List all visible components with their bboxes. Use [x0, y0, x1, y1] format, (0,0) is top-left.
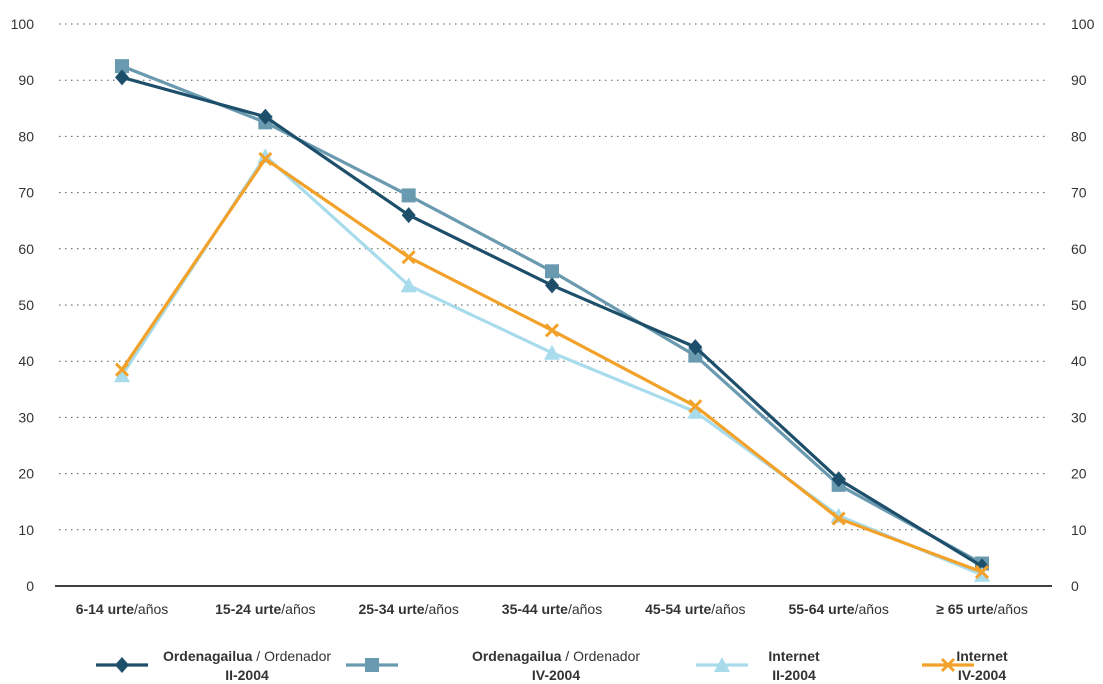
y-tick-label-left: 80 [18, 128, 34, 144]
diamond-marker [115, 69, 129, 86]
series-4 [114, 151, 990, 580]
y-tick-label-left: 90 [18, 72, 34, 88]
y-tick-label-right: 80 [1071, 128, 1087, 144]
legend-period: II-2004 [772, 667, 816, 683]
x-tick-label: 45-54 urte/años [645, 601, 745, 617]
y-tick-label-left: 100 [11, 16, 35, 32]
square-marker [401, 188, 416, 203]
y-tick-label-right: 40 [1071, 353, 1087, 369]
series-2 [115, 59, 989, 571]
x-marker [831, 511, 846, 526]
diamond-marker [545, 277, 559, 294]
legend-item-1: Ordenagailua / Ordenador II-2004 [96, 648, 331, 683]
y-tick-label-left: 40 [18, 353, 34, 369]
y-axis-left: 0 10 20 30 40 50 60 70 80 90 100 [11, 16, 35, 594]
triangle-marker [714, 657, 730, 672]
x-marker-stroke [940, 657, 956, 673]
legend-label: Ordenagailua / Ordenador [472, 648, 640, 664]
x-marker [114, 362, 130, 377]
square-marker [365, 658, 379, 672]
square-marker [545, 264, 559, 279]
series-1 [115, 69, 989, 575]
triangle-marker [400, 277, 417, 293]
x-marker [258, 151, 273, 166]
triangle-marker [114, 367, 130, 383]
x-tick-label: ≥ 65 urte/años [936, 601, 1028, 617]
x-marker-stroke [114, 362, 130, 377]
legend-period: IV-2004 [958, 667, 1006, 683]
legend: Ordenagailua / OrdenadorII-2004Ordenagai… [96, 648, 1008, 683]
diamond-marker [115, 657, 129, 673]
legend-label: Internet [956, 648, 1008, 664]
y-tick-label-right: 90 [1071, 72, 1087, 88]
x-marker [401, 250, 416, 265]
x-marker-stroke [831, 511, 846, 526]
legend-period: II-2004 [225, 667, 269, 683]
y-tick-label-right: 20 [1071, 466, 1087, 482]
y-tick-label-right: 50 [1071, 297, 1087, 313]
square-marker [115, 59, 129, 74]
y-tick-label-right: 100 [1071, 16, 1095, 32]
diamond-marker [688, 339, 703, 356]
y-tick-label-left: 30 [18, 409, 34, 425]
diamond-marker [258, 108, 273, 125]
x-marker [940, 657, 956, 673]
x-tick-label: 55-64 urte/años [788, 601, 888, 617]
y-tick-label-right: 30 [1071, 409, 1087, 425]
series-line [120, 154, 983, 577]
x-marker-stroke [258, 151, 273, 166]
series-group [114, 59, 990, 582]
legend-label: Ordenagailua / Ordenador [163, 648, 331, 664]
x-axis: 6-14 urte/años 15-24 urte/años 25-34 urte/… [55, 585, 1052, 617]
triangle-marker [257, 148, 274, 164]
x-tick-label: 6-14 urte/años [76, 601, 169, 617]
triangle-marker [544, 344, 560, 360]
triangle-marker [687, 403, 704, 419]
y-tick-label-right: 60 [1071, 241, 1087, 257]
legend-label: Internet [768, 648, 820, 664]
y-tick-label-left: 20 [18, 466, 34, 482]
legend-item-4: Internet IV-2004 [922, 648, 1008, 683]
x-marker [544, 323, 560, 338]
x-marker [688, 399, 703, 414]
y-axis-right: 0 10 20 30 40 50 60 70 80 90 100 [1071, 16, 1095, 594]
legend-item-2: Ordenagailua / Ordenador IV-2004 [346, 648, 640, 683]
diamond-marker [401, 207, 416, 224]
y-tick-label-right: 0 [1071, 578, 1079, 594]
x-marker-stroke [401, 250, 416, 265]
x-tick-label: 25-34 urte/años [358, 601, 458, 617]
x-marker-stroke [688, 399, 703, 414]
x-tick-label: 35-44 urte/años [502, 601, 602, 617]
y-tick-label-left: 0 [26, 578, 34, 594]
x-marker [974, 564, 990, 580]
diamond-marker [831, 471, 846, 488]
y-tick-label-right: 10 [1071, 522, 1087, 538]
series-line [120, 157, 983, 574]
legend-item-3: Internet II-2004 [696, 648, 820, 683]
y-tick-label-left: 70 [18, 185, 34, 201]
legend-period: IV-2004 [532, 667, 580, 683]
x-marker-stroke [544, 323, 560, 338]
y-tick-label-left: 10 [18, 522, 34, 538]
y-tick-label-right: 70 [1071, 185, 1087, 201]
series-3 [114, 148, 990, 582]
x-tick-label: 15-24 urte/años [215, 601, 315, 617]
y-tick-label-left: 50 [18, 297, 34, 313]
y-tick-label-left: 60 [18, 241, 34, 257]
x-marker-stroke [974, 564, 990, 580]
